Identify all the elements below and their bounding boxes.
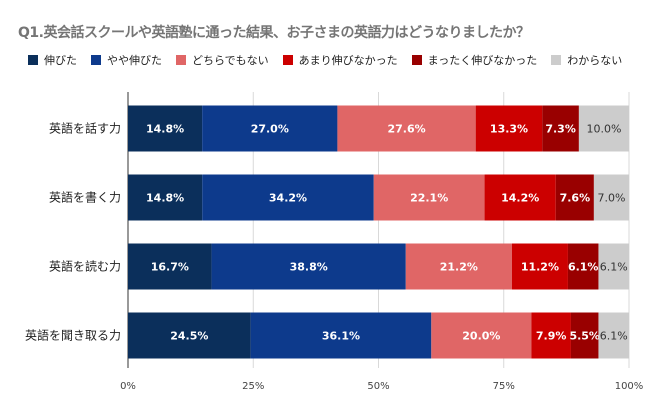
x-tick-label: 100%	[615, 381, 644, 392]
legend-swatch	[176, 55, 186, 65]
data-label: 6.1%	[600, 261, 628, 274]
bar-segment	[593, 174, 629, 221]
bar-segment	[405, 243, 512, 290]
legend: 伸びた やや伸びた どちらでもない あまり伸びなかった まったく伸びなかった わからない	[28, 52, 622, 68]
data-label: 24.5%	[170, 330, 208, 343]
data-label: 16.7%	[151, 261, 189, 274]
bar-segment	[570, 312, 599, 359]
data-label: 11.2%	[521, 261, 559, 274]
category-label: 英語を話す力	[49, 121, 121, 136]
x-tick-label: 0%	[120, 381, 136, 392]
bar-segment	[373, 174, 485, 221]
legend-label: わからない	[567, 54, 623, 67]
data-label: 10.0%	[586, 123, 621, 136]
data-label: 34.2%	[269, 192, 307, 205]
data-label: 36.1%	[322, 330, 360, 343]
legend-swatch	[282, 55, 293, 65]
legend-label: 伸びた	[44, 54, 77, 67]
data-label: 5.5%	[569, 330, 600, 343]
legend-label: どちらでもない	[192, 54, 269, 67]
data-label: 27.6%	[387, 123, 425, 136]
bar-segment	[202, 105, 338, 152]
bar-segment	[211, 243, 406, 290]
bar-segment	[598, 243, 629, 290]
data-label: 7.3%	[545, 123, 576, 136]
bar-segment	[531, 312, 571, 359]
bar-segment	[511, 243, 568, 290]
data-label: 14.2%	[501, 192, 539, 205]
bar-segment	[598, 312, 629, 359]
x-tick-label: 75%	[493, 381, 515, 392]
bar-segment	[484, 174, 556, 221]
data-label: 22.1%	[410, 192, 448, 205]
bar-segment	[578, 105, 629, 152]
category-label: 英語を読む力	[49, 259, 121, 274]
x-tick-label: 50%	[367, 381, 389, 392]
bar-segment	[128, 174, 203, 221]
bar-segment	[337, 105, 476, 152]
legend-label: あまり伸びなかった	[298, 54, 398, 67]
bar-segment	[202, 174, 374, 221]
bar-segment	[555, 174, 594, 221]
legend-label: やや伸びた	[107, 54, 162, 67]
legend-swatch	[28, 55, 38, 65]
data-label: 14.8%	[146, 123, 184, 136]
data-label: 38.8%	[290, 261, 328, 274]
data-label: 14.8%	[146, 192, 184, 205]
data-label: 20.0%	[462, 330, 500, 343]
legend-item: どちらでもない	[176, 52, 269, 68]
bar-segment	[475, 105, 543, 152]
bar-segment	[128, 243, 212, 290]
chart-title: Q1.英会話スクールや英語塾に通った結果、お子さまの英語力はどうなりましたか？	[18, 25, 530, 41]
data-label: 6.1%	[600, 330, 628, 343]
bar-segment	[128, 312, 251, 359]
bar-segment	[567, 243, 599, 290]
legend-item: あまり伸びなかった	[282, 52, 398, 68]
bar-segment	[542, 105, 579, 152]
legend-item: やや伸びた	[91, 52, 162, 68]
data-label: 7.0%	[597, 192, 625, 205]
legend-item: わからない	[551, 52, 622, 68]
legend-item: まったく伸びなかった	[411, 52, 538, 68]
legend-swatch	[91, 55, 101, 65]
data-label: 13.3%	[490, 123, 528, 136]
bar-segment	[128, 105, 203, 152]
x-tick-label: 25%	[242, 381, 264, 392]
legend-label: まったく伸びなかった	[427, 54, 538, 67]
legend-swatch	[411, 55, 422, 65]
category-label: 英語を聞き取る力	[25, 328, 121, 343]
legend-swatch	[551, 55, 562, 65]
data-label: 7.6%	[560, 192, 591, 205]
data-label: 7.9%	[536, 330, 567, 343]
data-label: 6.1%	[568, 261, 599, 274]
bar-segment	[250, 312, 432, 359]
category-label: 英語を書く力	[49, 190, 121, 205]
legend-item: 伸びた	[28, 52, 77, 68]
data-label: 27.0%	[251, 123, 289, 136]
bar-segment	[431, 312, 532, 359]
data-label: 21.2%	[440, 261, 478, 274]
